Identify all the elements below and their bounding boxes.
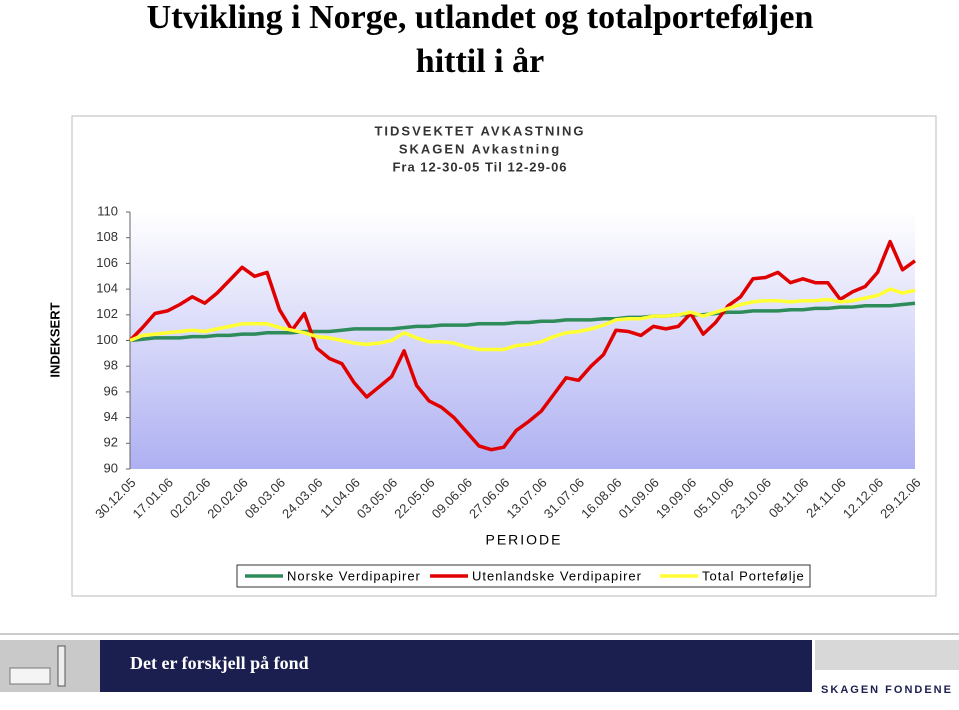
photo: [815, 640, 959, 670]
chart-title: SKAGEN Avkastning: [399, 141, 561, 156]
legend-label: Total Portefølje: [702, 568, 805, 583]
y-axis-label: INDEKSERT: [47, 302, 62, 377]
plot-area: [130, 212, 915, 469]
y-tick-label: 104: [96, 281, 118, 296]
slide-title: hittil i år: [416, 43, 544, 80]
y-tick-label: 102: [96, 306, 118, 321]
y-tick-label: 96: [104, 383, 118, 398]
footer-banner: [100, 640, 812, 692]
series-line: [129, 301, 916, 343]
y-tick-label: 100: [96, 332, 118, 347]
y-tick-label: 106: [96, 255, 118, 270]
series-line: [128, 239, 917, 452]
legend: [236, 564, 811, 588]
legend-items: Norske Verdipapirer Utenlandske Verdipapi…: [245, 568, 805, 583]
y-tick-label: 108: [96, 229, 118, 244]
y-tick-label: 110: [97, 203, 118, 218]
legend-label: Utenlandske Verdipapirer: [472, 568, 642, 583]
logo: SKAGEN FONDENE: [821, 684, 953, 696]
lighthouse: [57, 645, 66, 687]
chart-title: TIDSVEKTET AVKASTNING: [374, 123, 585, 138]
x-axis-label: PERIODE: [485, 532, 562, 548]
y-tick-label: 94: [104, 409, 118, 424]
chart-title: Fra 12-30-05 Til 12-29-06: [392, 159, 567, 174]
footer-slogan: Det er forskjell på fond: [130, 653, 309, 673]
y-tick-label: 92: [104, 435, 118, 450]
y-tick-label: 98: [104, 358, 118, 373]
series-line: [129, 287, 916, 352]
legend-label: Norske Verdipapirer: [287, 568, 421, 583]
y-tick-label: 90: [104, 460, 118, 475]
house: [9, 667, 51, 685]
slide-title: Utvikling i Norge, utlandet og totalport…: [147, 0, 814, 36]
